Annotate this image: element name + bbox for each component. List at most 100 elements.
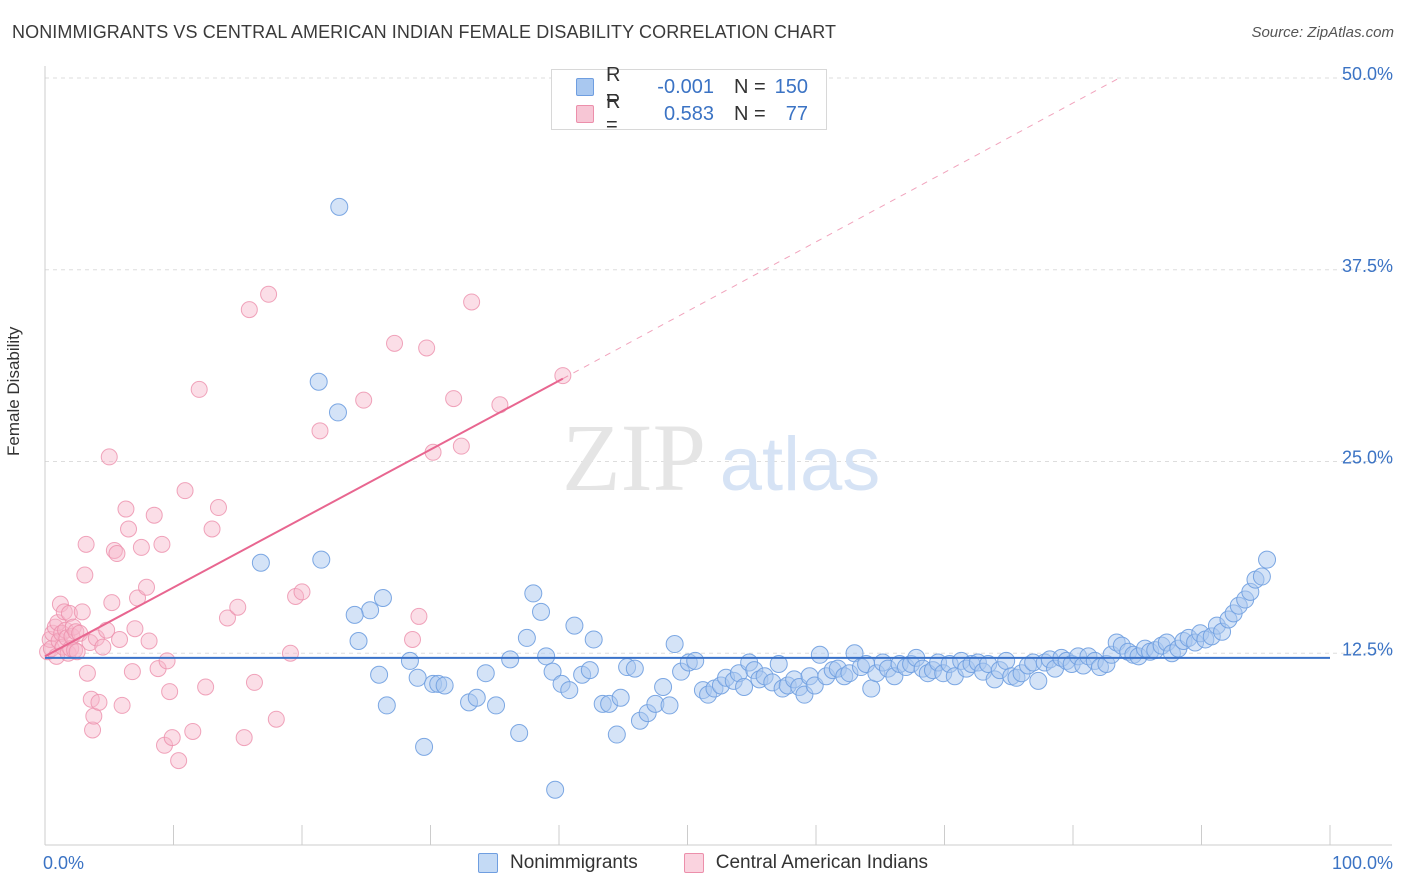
central-american-indians-point — [267, 710, 285, 728]
nonimmigrants-point — [686, 651, 705, 670]
nonimmigrants-point — [349, 631, 368, 650]
central-american-indians-point — [410, 607, 428, 625]
central-american-indians-point — [245, 673, 263, 691]
central-american-indians-point — [126, 620, 144, 638]
central-american-indians-point — [103, 594, 121, 612]
source-label: Source: ZipAtlas.com — [1251, 24, 1394, 41]
watermark-zip: ZIP — [562, 404, 706, 511]
nonimmigrants-point — [769, 654, 788, 673]
nonimmigrants-point — [510, 724, 529, 743]
central-american-indians-point — [197, 678, 215, 696]
legend-item-nonimmigrants: Nonimmigrants — [477, 852, 638, 874]
central-american-indians-point — [100, 448, 118, 466]
nonimmigrants-point — [415, 737, 434, 756]
central-american-indians-point — [404, 630, 422, 648]
nonimmigrants-point — [537, 647, 556, 666]
nonimmigrants-point — [607, 725, 626, 744]
chart-title: NONIMMIGRANTS VS CENTRAL AMERICAN INDIAN… — [12, 22, 837, 42]
nonimmigrants-point — [543, 662, 562, 681]
watermark: ZIP atlas — [562, 404, 880, 511]
central-american-indians-point — [235, 729, 253, 747]
nonimmigrants-point — [580, 661, 599, 680]
x-tick-label: 100.0% — [1332, 853, 1393, 873]
central-american-indians-point — [90, 693, 108, 711]
central-american-indians-point — [77, 535, 95, 553]
central-american-indians-point — [105, 541, 123, 559]
central-american-indians-point — [203, 520, 221, 538]
nonimmigrants-point — [862, 679, 881, 698]
nonimmigrants-point — [467, 688, 486, 707]
nonimmigrants-point — [584, 630, 603, 649]
central-american-indians-point — [123, 663, 141, 681]
nonimmigrants-point — [400, 651, 419, 670]
central-american-indians-point — [76, 566, 94, 584]
central-american-indians-point — [209, 499, 227, 517]
nonimmigrants-point — [546, 780, 565, 799]
central-american-indians-point — [240, 301, 258, 319]
central-american-indians-point — [452, 437, 470, 455]
central-american-indians-point — [108, 545, 126, 563]
y-tick-label: 37.5% — [1342, 256, 1393, 276]
nonimmigrants-point — [408, 668, 427, 687]
nonimmigrants-point — [735, 677, 754, 696]
central-american-indians-point — [145, 506, 163, 524]
central-american-indians-point — [554, 367, 572, 385]
y-tick-label: 12.5% — [1342, 639, 1393, 659]
central-american-indians-trend-line — [44, 377, 564, 658]
tick-labels: 12.5% 25.0% 37.5% 50.0% 0.0% 100.0% — [43, 64, 1393, 873]
central-american-indians-points — [39, 285, 572, 770]
central-american-indians-point — [64, 618, 82, 636]
nonimmigrants-point — [501, 650, 520, 669]
central-american-indians-point — [163, 729, 181, 747]
y-tick-label: 25.0% — [1342, 448, 1393, 468]
nonimmigrants-point — [1258, 550, 1277, 569]
nonimmigrants-point — [565, 616, 584, 635]
legend-r-value: 0.583 — [663, 102, 714, 125]
nonimmigrants-point — [330, 197, 349, 216]
central-american-indians-point — [140, 632, 158, 650]
central-american-indians-point — [153, 535, 171, 553]
nonimmigrants-point — [312, 550, 331, 569]
nonimmigrants-point — [377, 696, 396, 715]
legend-label-central-american-indians: Central American Indians — [715, 852, 929, 873]
nonimmigrants-point — [251, 553, 270, 572]
nonimmigrants-point — [373, 589, 392, 608]
nonimmigrants-point — [476, 664, 495, 683]
central-american-indians-point — [138, 578, 156, 596]
central-american-indians-point — [111, 630, 129, 648]
nonimmigrants-point — [487, 696, 506, 715]
legend-r-value: -0.001 — [657, 75, 714, 98]
grid-lines — [45, 77, 1392, 654]
legend-label-nonimmigrants: Nonimmigrants — [509, 852, 638, 873]
nonimmigrants-point — [1252, 567, 1271, 586]
nonimmigrants-point — [517, 628, 536, 647]
legend-swatch-blue — [576, 78, 594, 96]
nonimmigrants-point — [654, 677, 673, 696]
central-american-indians-point — [68, 643, 86, 661]
central-american-indians-point — [60, 604, 78, 622]
legend-row-nonimmigrants: R = -0.001 N = 150 — [576, 64, 808, 109]
central-american-indians-point — [229, 598, 247, 616]
central-american-indians-trend-extension — [562, 77, 1120, 380]
nonimmigrants-point — [1029, 671, 1048, 690]
central-american-indians-point — [73, 603, 91, 621]
nonimmigrants-point — [370, 665, 389, 684]
legend-r-label: R = — [606, 91, 621, 136]
series-legend: Nonimmigrants Central American Indians — [0, 852, 1406, 874]
nonimmigrants-point — [997, 651, 1016, 670]
central-american-indians-point — [445, 390, 463, 408]
watermark-atlas: atlas — [720, 422, 881, 507]
nonimmigrants-point — [611, 688, 630, 707]
central-american-indians-point — [113, 696, 131, 714]
nonimmigrants-point — [660, 696, 679, 715]
central-american-indians-point — [161, 683, 179, 701]
central-american-indians-point — [94, 638, 112, 656]
y-axis-label: Female Disability — [4, 326, 23, 456]
legend-n-value: 77 — [785, 102, 808, 125]
legend-r-label: R = — [606, 64, 621, 109]
nonimmigrants-point — [810, 645, 829, 664]
trend-lines — [44, 77, 1330, 659]
central-american-indians-point — [170, 752, 188, 770]
central-american-indians-point — [260, 285, 278, 303]
